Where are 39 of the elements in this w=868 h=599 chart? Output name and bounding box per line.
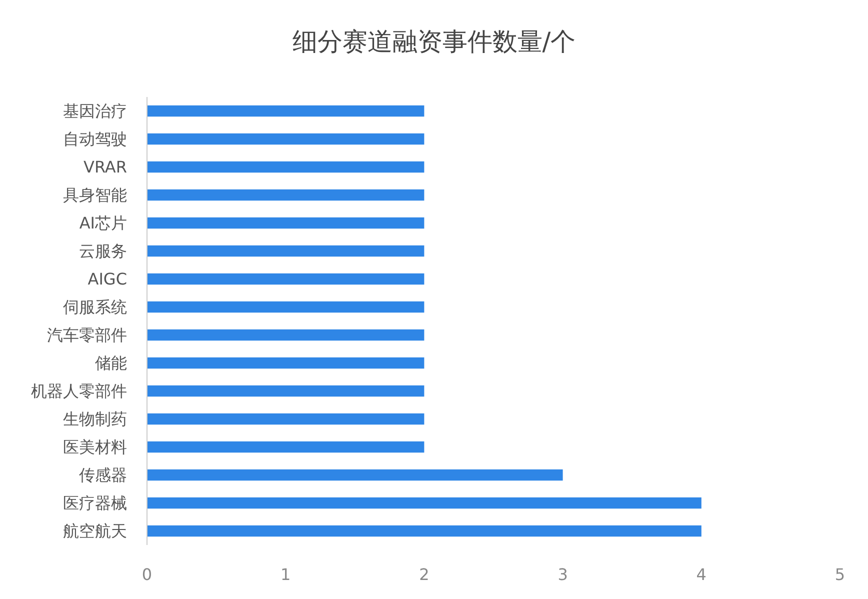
bar bbox=[147, 469, 563, 481]
y-tick-label: 汽车零部件 bbox=[47, 326, 127, 345]
bar bbox=[147, 105, 424, 117]
bar bbox=[147, 161, 424, 173]
y-tick-label: 医美材料 bbox=[63, 438, 127, 457]
bar bbox=[147, 301, 424, 313]
y-tick-label: 伺服系统 bbox=[63, 298, 127, 317]
y-tick-label: AI芯片 bbox=[79, 214, 127, 233]
y-tick-label: 自动驾驶 bbox=[63, 130, 127, 149]
chart-title: 细分赛道融资事件数量/个 bbox=[292, 27, 576, 56]
bar bbox=[147, 329, 424, 341]
bar bbox=[147, 385, 424, 397]
bar bbox=[147, 497, 702, 509]
bar bbox=[147, 273, 424, 285]
x-tick-label: 4 bbox=[696, 565, 706, 584]
bar bbox=[147, 357, 424, 369]
y-tick-label: 机器人零部件 bbox=[31, 382, 127, 401]
y-tick-label: 具身智能 bbox=[63, 186, 127, 205]
x-tick-label: 0 bbox=[142, 565, 152, 584]
x-tick-label: 1 bbox=[280, 565, 291, 584]
bar bbox=[147, 189, 424, 201]
y-tick-label: AIGC bbox=[88, 270, 127, 289]
y-tick-label: 基因治疗 bbox=[63, 102, 127, 121]
y-tick-label: 传感器 bbox=[79, 466, 127, 485]
y-tick-label: 航空航天 bbox=[63, 522, 127, 541]
y-tick-label: VRAR bbox=[84, 158, 127, 177]
y-tick-label: 云服务 bbox=[79, 242, 127, 261]
bar bbox=[147, 245, 424, 257]
x-tick-label: 2 bbox=[419, 565, 430, 584]
x-tick-label: 3 bbox=[558, 565, 568, 584]
bar bbox=[147, 413, 424, 425]
x-tick-label: 5 bbox=[834, 565, 846, 584]
y-tick-label: 储能 bbox=[95, 354, 127, 373]
y-tick-label: 生物制药 bbox=[63, 410, 127, 429]
bar bbox=[147, 133, 424, 145]
bar bbox=[147, 217, 424, 229]
bar bbox=[147, 525, 702, 537]
bar bbox=[147, 441, 424, 453]
y-tick-label: 医疗器械 bbox=[63, 494, 127, 513]
